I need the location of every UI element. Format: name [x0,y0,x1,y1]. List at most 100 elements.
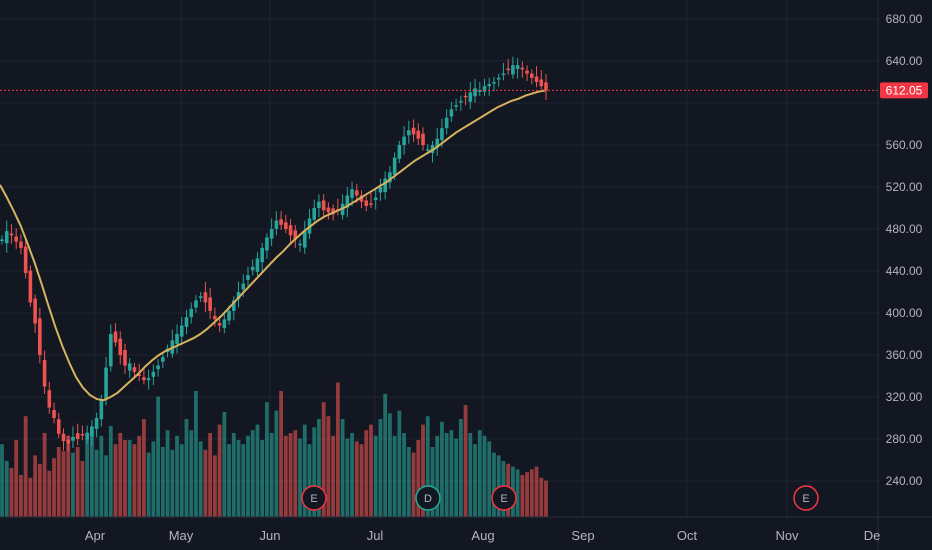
price-tick-label: 240.00 [886,474,923,488]
candle-body [118,338,123,355]
volume-bar [19,475,23,517]
candle-body [198,296,203,298]
price-tick-label: 320.00 [886,390,923,404]
candle-body [321,200,326,211]
candle-body [383,178,387,193]
volume-bar [89,430,94,517]
candle-body [388,172,392,183]
candle-body [317,201,321,208]
candle-body [156,365,160,370]
candle-body [127,363,132,371]
volume-bar [335,382,340,517]
candle-body [132,367,137,372]
volume-bar [61,451,66,517]
candle-body [28,270,33,303]
event-marker-circle [793,485,819,511]
volume-bar [534,466,539,517]
volume-bar [222,412,227,517]
volume-bar [307,444,312,517]
candle-body [0,239,4,241]
volume-bar [23,416,28,517]
volume-bar [487,441,492,517]
time-axis[interactable]: Apr May Jun Jul Aug Sep Oct Nov De [0,516,932,543]
candle-body [530,73,534,78]
candle-body [501,73,506,76]
candle-body [454,105,458,107]
candle-body [520,67,525,70]
time-tick-label: Apr [85,528,106,543]
volume-bar [416,440,421,517]
candle-body [468,92,473,102]
volume-bar [184,419,189,517]
candle-body [340,203,345,216]
volume-bar [179,444,184,517]
volume-bar [165,430,170,517]
candle-body [312,208,317,220]
volume-bar [0,444,4,517]
volume-bar [458,419,463,517]
volume-bar [265,402,269,517]
volume-bar [463,405,468,517]
candle-body [407,130,411,136]
volume-bar [160,447,165,517]
volume-bar [520,475,525,517]
candle-body [42,360,47,387]
candle-body [496,77,501,80]
event-marker-circle [491,485,517,511]
volume-bar [9,468,14,517]
candle-body [151,371,156,377]
volume-bar [127,440,132,517]
volume-bar [359,444,364,517]
volume-bar [544,480,548,517]
volume-bar [203,449,208,517]
candle-body [146,378,151,381]
candle-body [279,219,283,225]
volume-bar [113,444,118,517]
candle-body [137,374,141,376]
volume-bar [255,424,260,517]
volume-bar [236,440,241,517]
volume-bar [288,433,293,517]
candle-body [241,283,246,290]
candle-body [326,207,331,213]
candle-body [515,65,520,69]
event-marker-label: E [500,493,507,505]
volume-bar [345,438,350,517]
candle-body [373,197,378,201]
volume-bar [198,441,203,517]
candle-body [298,243,302,246]
volume-bar [75,447,80,517]
candle-body [52,410,56,418]
price-axis[interactable]: 240.00 280.00 320.00 360.00 400.00 440.00 480.… [877,0,923,550]
candle-body [477,90,482,92]
volume-bar [411,452,416,517]
volume-bar [170,449,175,517]
volume-bar [37,463,42,517]
candle-body [14,236,18,242]
candle-body [75,433,80,439]
price-tick-label: 480.00 [886,222,923,236]
volume-bar [28,477,33,517]
volume-bar [392,435,397,517]
price-tick-label: 560.00 [886,138,923,152]
volume-bar [383,393,388,517]
candle-body [113,331,118,343]
volume-bar [231,433,236,517]
candle-body [392,157,397,175]
volume-bar [378,419,383,517]
volume-bar [293,430,298,517]
volume-bar [71,452,75,517]
candle-body [473,88,477,97]
candle-body [99,399,104,420]
event-marker-label: E [310,493,317,505]
volume-bar [146,452,151,517]
candle-body [109,334,113,367]
volume-bar [387,413,392,517]
candle-body [255,258,260,272]
time-tick-label: Oct [677,528,698,543]
volume-bar [340,419,345,517]
volume-bar [246,435,250,517]
candle-body [265,237,269,251]
